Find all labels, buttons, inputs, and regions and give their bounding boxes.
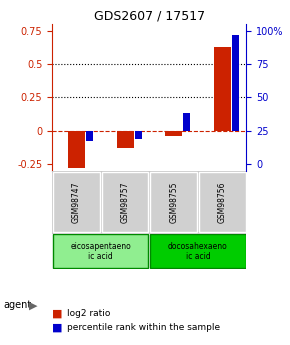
Text: GSM98757: GSM98757: [121, 181, 130, 223]
FancyBboxPatch shape: [199, 172, 246, 232]
Text: log2 ratio: log2 ratio: [67, 309, 110, 318]
FancyBboxPatch shape: [150, 234, 246, 268]
Text: ■: ■: [52, 323, 63, 333]
FancyBboxPatch shape: [102, 172, 148, 232]
Text: ▶: ▶: [29, 300, 37, 310]
Text: ■: ■: [52, 309, 63, 319]
Text: eicosapentaeno
ic acid: eicosapentaeno ic acid: [70, 241, 131, 261]
Text: GSM98747: GSM98747: [72, 181, 81, 223]
Text: agent: agent: [3, 300, 31, 310]
Bar: [86, 131, 93, 141]
Title: GDS2607 / 17517: GDS2607 / 17517: [94, 10, 205, 23]
Text: docosahexaeno
ic acid: docosahexaeno ic acid: [168, 241, 228, 261]
Bar: [232, 35, 239, 131]
Bar: [135, 131, 142, 139]
Bar: [183, 114, 191, 131]
FancyBboxPatch shape: [53, 234, 148, 268]
Text: percentile rank within the sample: percentile rank within the sample: [67, 323, 220, 332]
Bar: [68, 131, 85, 168]
FancyBboxPatch shape: [150, 172, 197, 232]
Text: GSM98756: GSM98756: [218, 181, 227, 223]
Bar: [165, 131, 182, 136]
Text: GSM98755: GSM98755: [169, 181, 178, 223]
Bar: [214, 47, 231, 131]
Bar: [117, 131, 134, 148]
FancyBboxPatch shape: [53, 172, 100, 232]
